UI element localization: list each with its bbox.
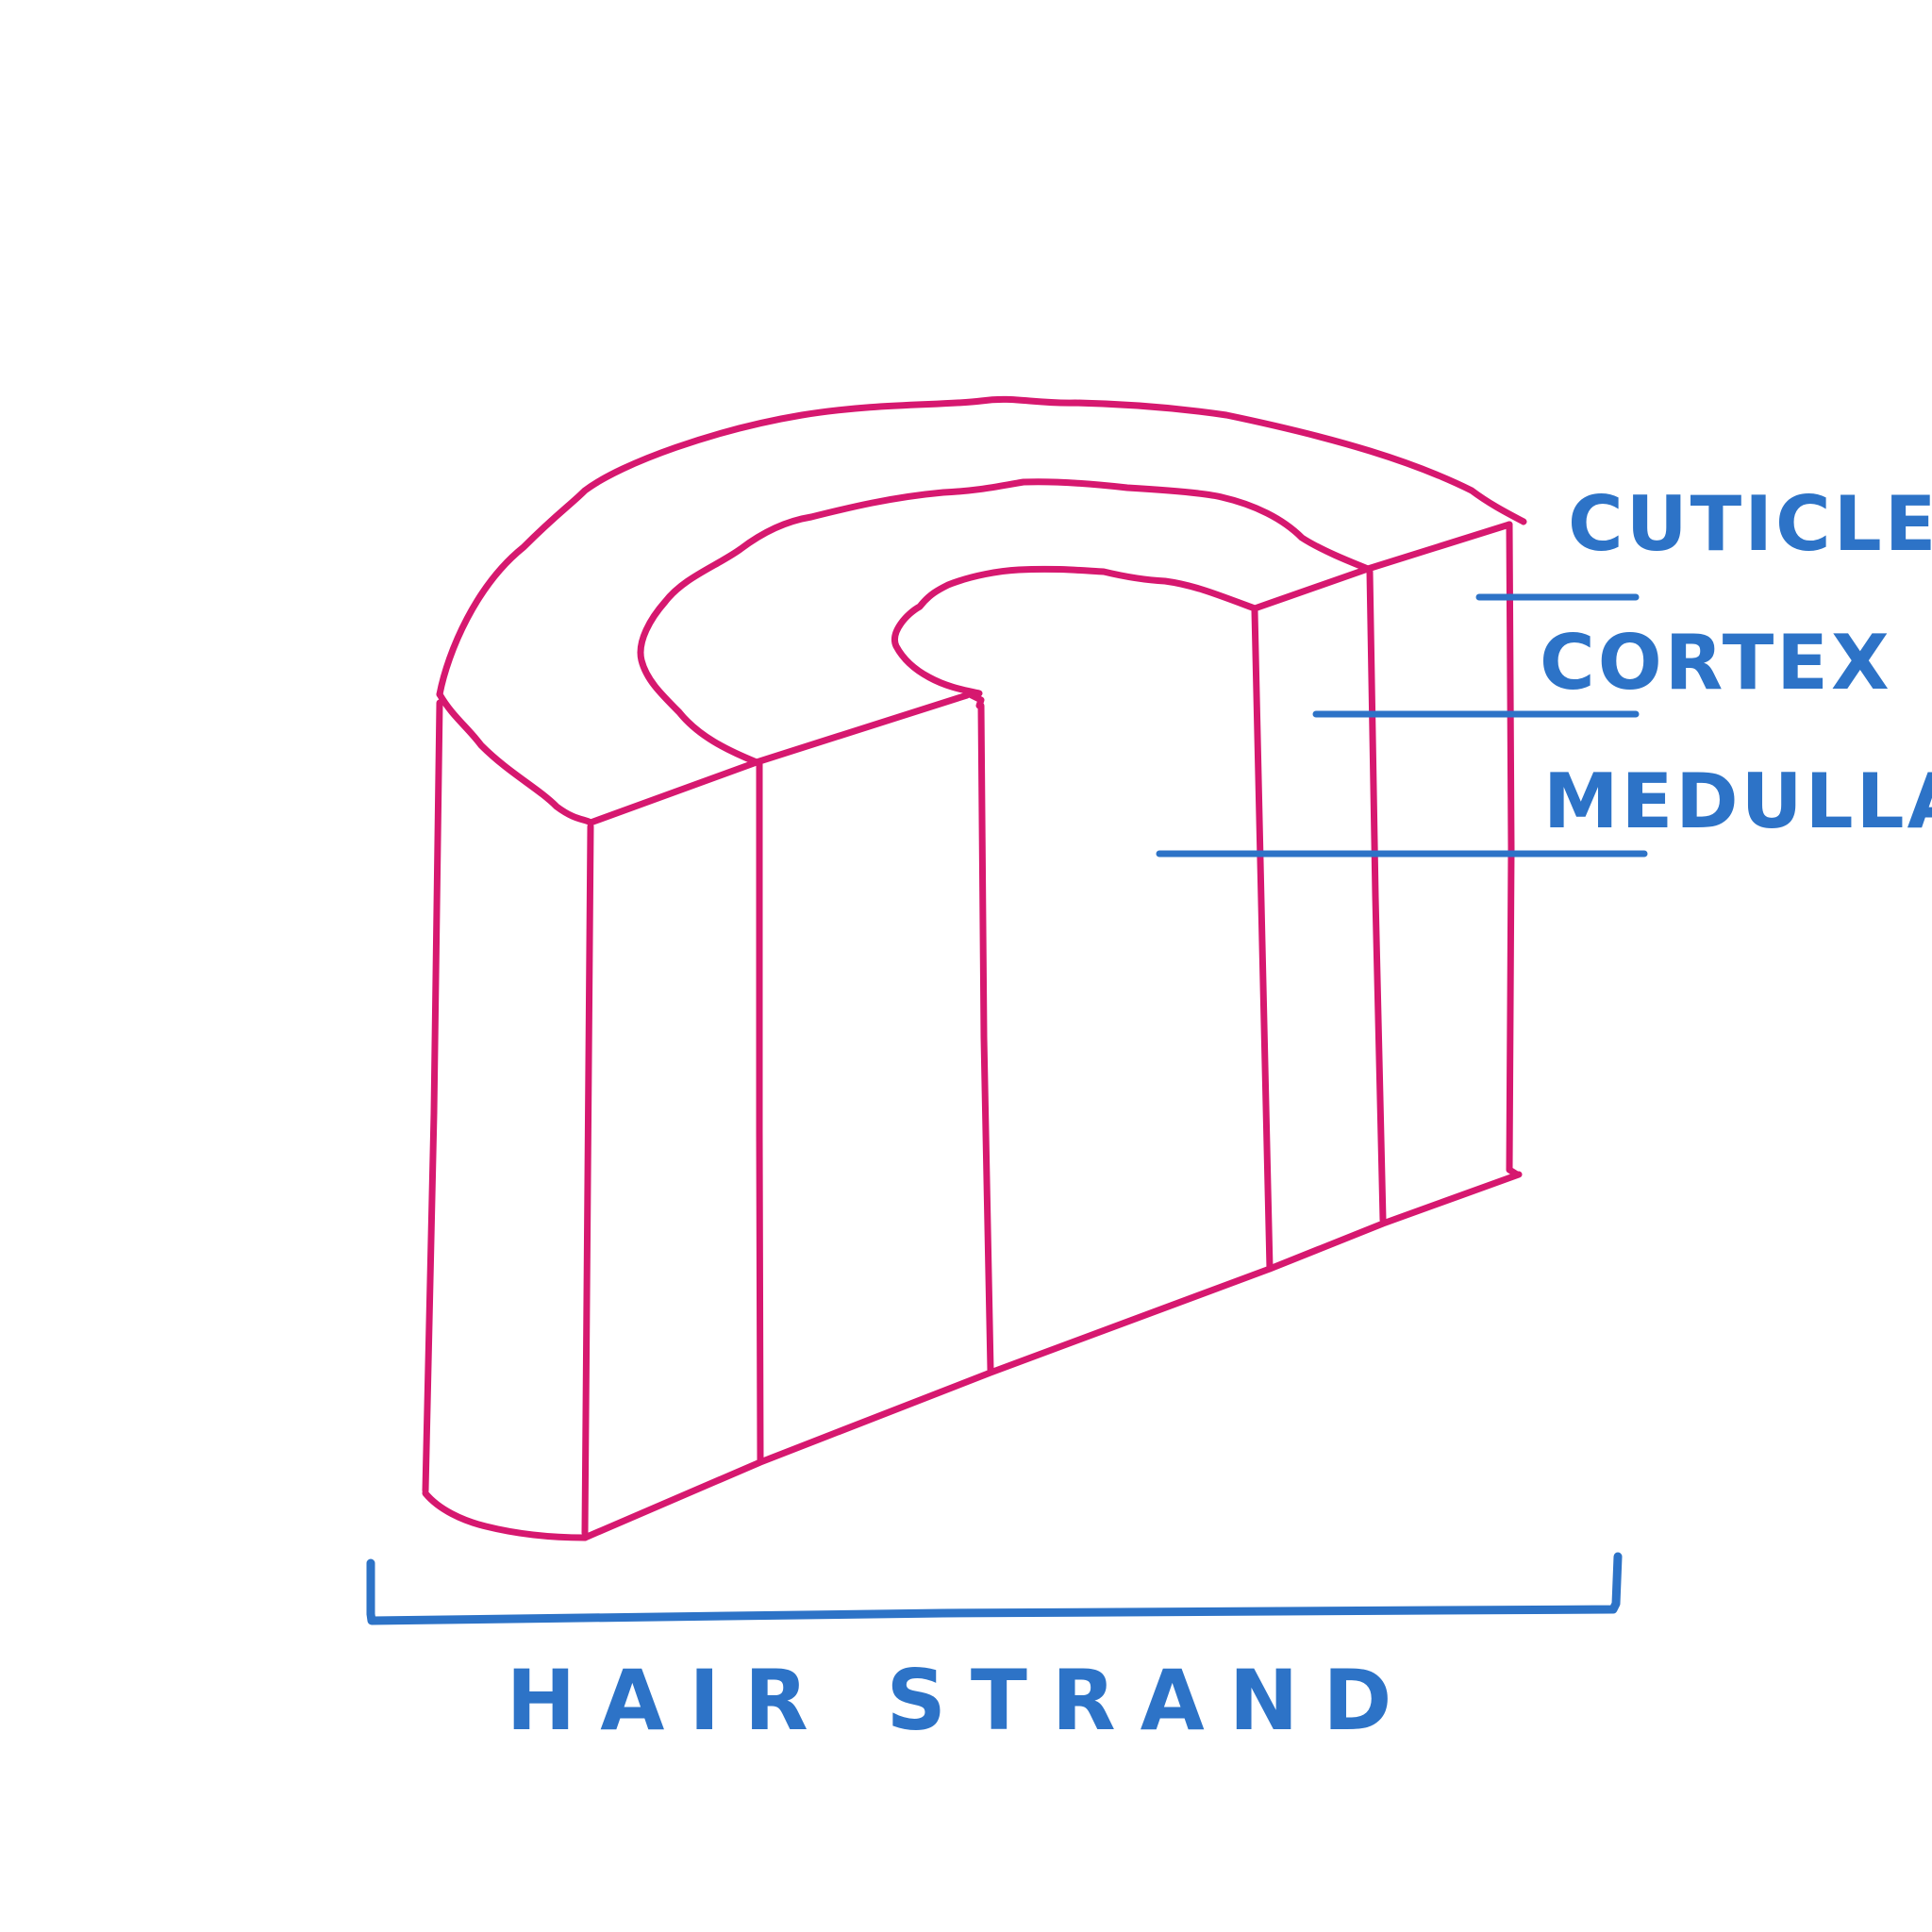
cuticle-outer-edge — [440, 399, 1524, 694]
cut-face-top-edge — [591, 694, 981, 823]
medulla-vertical-right — [1255, 611, 1270, 1269]
medulla-vertical-left — [981, 706, 991, 1370]
medulla-label: MEDULLA — [1543, 758, 1932, 845]
medulla-edge — [894, 569, 1255, 693]
hair-strand-label: HAIR STRAND — [507, 1652, 1417, 1749]
cut-face-top-edge-right — [1255, 525, 1509, 608]
hair-strand-bracket — [371, 1557, 1618, 1621]
cut-face-bottom-edge — [585, 1174, 1519, 1538]
front-corner-vertical — [585, 826, 591, 1533]
cuticle-vertical-right — [1509, 525, 1517, 1174]
cortex-label: CORTEX — [1540, 619, 1892, 707]
cortex-vertical-left — [759, 764, 760, 1460]
cortex-vertical-right — [1370, 572, 1383, 1220]
hair-strand-cross-section — [425, 399, 1524, 1538]
bottom-curve — [425, 1493, 585, 1538]
left-vertical-edge — [425, 703, 440, 1491]
cuticle-outer-side — [440, 694, 591, 823]
cuticle-label: CUTICLE — [1568, 480, 1932, 568]
